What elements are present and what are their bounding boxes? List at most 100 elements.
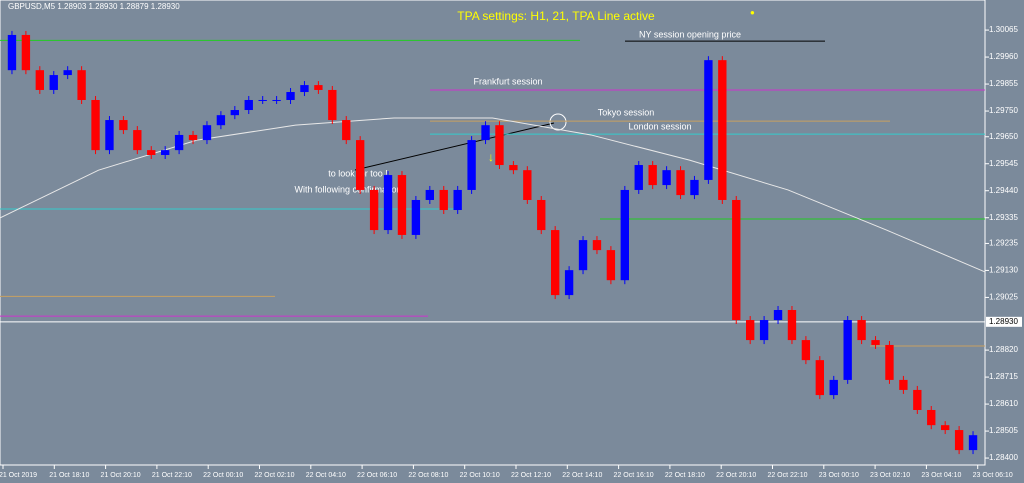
- arrow-signal: ↓: [488, 150, 494, 164]
- candle: [648, 165, 657, 186]
- candle: [954, 430, 964, 451]
- x-tick-label: 22 Oct 00:10: [203, 472, 243, 479]
- annotation-arrow: [354, 122, 555, 171]
- candle: [551, 230, 560, 296]
- candle: [425, 189, 434, 200]
- candle: [968, 435, 978, 451]
- candle: [369, 189, 379, 231]
- x-tick-label: 21 Oct 2019: [0, 472, 37, 479]
- candle: [411, 199, 421, 235]
- y-tick-label: 1.29650: [989, 132, 1018, 141]
- candle: [815, 360, 824, 396]
- x-tick-label: 22 Oct 22:10: [767, 472, 807, 479]
- plot-frame: [0, 0, 986, 466]
- candle: [188, 134, 198, 141]
- candle: [63, 70, 72, 76]
- candle: [439, 189, 448, 211]
- y-tick-label: 1.29960: [989, 52, 1018, 61]
- candle: [927, 409, 936, 426]
- candle: [216, 115, 226, 126]
- candle: [773, 310, 783, 321]
- y-tick-label: 1.29335: [989, 213, 1018, 222]
- candle: [105, 120, 114, 151]
- candle: [537, 199, 546, 231]
- candle: [133, 130, 142, 151]
- candle: [286, 92, 295, 100]
- candle: [885, 344, 894, 380]
- candle: [230, 110, 239, 116]
- candle: [495, 125, 504, 166]
- candle: [732, 199, 741, 321]
- candle: [383, 175, 393, 231]
- session-label: Frankfurt session: [473, 76, 542, 86]
- y-tick-label: 1.28400: [989, 453, 1018, 462]
- x-tick-label: 22 Oct 18:10: [665, 472, 705, 479]
- y-tick-label: 1.28505: [989, 426, 1018, 435]
- x-tick-label: 22 Oct 16:10: [614, 472, 654, 479]
- candle: [314, 85, 323, 90]
- candle: [7, 34, 17, 71]
- price-tag-label: 1.28930: [989, 317, 1018, 326]
- y-tick-label: 1.30065: [989, 25, 1018, 34]
- candle: [202, 125, 212, 141]
- candle: [35, 70, 44, 90]
- candle: [397, 175, 407, 235]
- candle: [244, 99, 253, 111]
- symbol-header: GBPUSD,M5 1.28903 1.28930 1.28879 1.2893…: [8, 2, 180, 11]
- candle: [606, 250, 616, 281]
- candle: [871, 340, 880, 345]
- x-tick-label: 22 Oct 08:10: [408, 472, 448, 479]
- candle: [481, 125, 490, 141]
- y-tick-label: 1.29235: [989, 239, 1018, 248]
- y-tick-label: 1.29545: [989, 159, 1018, 168]
- moving-average: [0, 117, 986, 273]
- candle: [578, 240, 588, 271]
- y-tick-label: 1.29440: [989, 186, 1018, 195]
- x-tick-label: 22 Oct 14:10: [562, 472, 602, 479]
- candle: [523, 170, 532, 200]
- candle: [467, 140, 476, 190]
- x-tick-label: 23 Oct 04:10: [921, 472, 961, 479]
- x-tick-label: 21 Oct 20:10: [101, 472, 141, 479]
- candle: [829, 379, 838, 396]
- highlight-circle: [549, 113, 567, 131]
- candle: [690, 179, 699, 196]
- chart-title: TPA settings: H1, 21, TPA Line active: [457, 9, 655, 23]
- y-tick-label: 1.28610: [989, 399, 1018, 408]
- y-tick-label: 1.29855: [989, 79, 1018, 88]
- candle: [509, 165, 518, 171]
- y-tick-label: 1.28820: [989, 345, 1018, 354]
- candle: [941, 425, 950, 431]
- y-tick-label: 1.28715: [989, 372, 1018, 381]
- marker-dot: ●: [750, 8, 755, 17]
- candle: [49, 75, 58, 90]
- x-tick-label: 22 Oct 10:10: [460, 472, 500, 479]
- candle: [453, 189, 462, 211]
- candle: [258, 99, 267, 101]
- candle: [913, 389, 922, 410]
- candle: [801, 340, 811, 361]
- candle: [564, 270, 574, 296]
- candle: [704, 60, 713, 180]
- x-tick-label: 22 Oct 12:10: [511, 472, 551, 479]
- x-tick-label: 22 Oct 20:10: [716, 472, 756, 479]
- candle: [174, 134, 184, 151]
- candle: [634, 165, 643, 190]
- candle: [857, 320, 866, 341]
- candle: [300, 85, 309, 93]
- x-tick-label: 23 Oct 00:10: [819, 472, 859, 479]
- x-tick-label: 22 Oct 04:10: [306, 472, 346, 479]
- candle: [147, 150, 156, 155]
- candle: [161, 150, 170, 155]
- candle: [592, 240, 602, 251]
- annotation: With following confirmation: [294, 184, 401, 194]
- x-tick-label: 23 Oct 02:10: [870, 472, 910, 479]
- candle: [662, 170, 671, 186]
- candle: [759, 320, 769, 341]
- y-tick-label: 1.29025: [989, 293, 1018, 302]
- candle: [620, 189, 629, 281]
- candle: [21, 34, 31, 71]
- candle: [342, 120, 351, 141]
